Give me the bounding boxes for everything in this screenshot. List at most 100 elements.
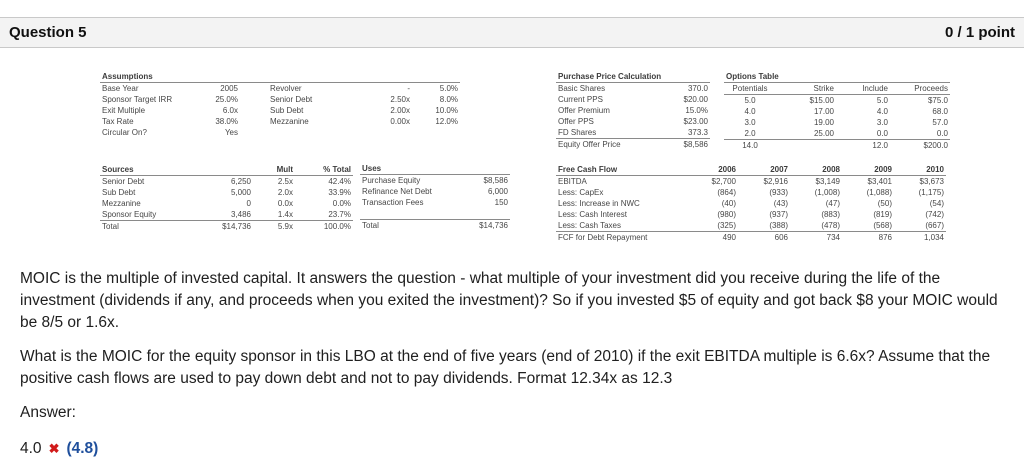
table-cell: 12.0% bbox=[435, 117, 458, 126]
table-row: Senior Debt 6,250 2.5x 42.4% bbox=[100, 176, 353, 188]
table-cell: 876 bbox=[842, 231, 894, 243]
table-row: Sponsor Equity 3,486 1.4x 23.7% bbox=[100, 209, 353, 221]
options-table: Options Table Potentials Strike Include Pro… bbox=[724, 72, 950, 151]
table-cell: 0.0x bbox=[277, 199, 293, 208]
table-cell: Senior Debt bbox=[102, 177, 145, 186]
table-row: FCF for Debt Repayment 490 606 734 876 1,034 bbox=[556, 231, 946, 243]
table-cell: $3,149 bbox=[815, 177, 840, 186]
table-cell: 57.0 bbox=[932, 118, 948, 127]
table-cell: 2007 bbox=[738, 164, 790, 176]
table-cell: 6.0x bbox=[222, 106, 238, 115]
table-row: 14.0 12.0 $200.0 bbox=[724, 139, 950, 151]
table-row: Less: CapEx (864) (933) (1,008) (1,088) (1,17… bbox=[556, 187, 946, 198]
uses-title: Uses bbox=[360, 164, 510, 175]
question-body: MOIC is the multiple of invested capital… bbox=[20, 268, 1008, 460]
table-cell: $2,700 bbox=[711, 177, 736, 186]
question-paragraph-moic-definition: MOIC is the multiple of invested capital… bbox=[20, 270, 998, 331]
table-row: Offer PPS $23.00 bbox=[556, 116, 710, 127]
table-cell: 5.0% bbox=[439, 84, 458, 93]
table-cell: $8,586 bbox=[662, 138, 710, 150]
table-cell: 734 bbox=[790, 231, 842, 243]
table-cell bbox=[412, 127, 460, 138]
table-cell: $8,586 bbox=[483, 176, 508, 185]
table-cell: 1.4x bbox=[277, 210, 293, 219]
table-cell: 0 bbox=[246, 199, 251, 208]
table-row: Circular On? Yes bbox=[100, 127, 460, 138]
table-cell: Less: Cash Taxes bbox=[558, 221, 621, 230]
question-paragraph-prompt: What is the MOIC for the equity sponsor … bbox=[20, 348, 991, 387]
table-cell bbox=[455, 208, 510, 219]
table-cell: Proceeds bbox=[890, 83, 950, 95]
table-row: Free Cash Flow 2006 2007 2008 2009 2010 bbox=[556, 164, 946, 176]
table-cell: 370.0 bbox=[687, 84, 708, 93]
table-cell: Refinance Net Debt bbox=[362, 187, 432, 196]
table-cell: Yes bbox=[224, 128, 238, 137]
table-cell: 8.0% bbox=[439, 95, 458, 104]
table-cell: 2005 bbox=[220, 84, 238, 93]
table-row: Sponsor Target IRR 25.0% Senior Debt 2.50x 8… bbox=[100, 94, 460, 105]
table-row: FD Shares 373.3 bbox=[556, 127, 710, 139]
table-cell: 3.0 bbox=[876, 118, 888, 127]
table-cell: (1,088) bbox=[866, 188, 892, 197]
table-cell: $3,401 bbox=[867, 177, 892, 186]
table-row: Exit Multiple 6.0x Sub Debt 2.00x 10.0% bbox=[100, 105, 460, 116]
table-cell: Total bbox=[360, 218, 455, 231]
table-cell: (568) bbox=[873, 221, 892, 230]
points-indicator: 0 / 1 point bbox=[944, 24, 1015, 41]
table-cell bbox=[364, 127, 412, 138]
table-cell: (478) bbox=[821, 221, 840, 230]
table-row: 3.0 19.00 3.0 57.0 bbox=[724, 117, 950, 128]
table-row: 5.0 $15.00 5.0 $75.0 bbox=[724, 95, 950, 107]
purchase-price-title: Purchase Price Calculation bbox=[556, 72, 710, 83]
sources-grid: Sources Mult% Total Senior Debt 6,250 2.5x 42… bbox=[100, 164, 353, 232]
table-cell: (980) bbox=[717, 210, 736, 219]
table-cell: 68.0 bbox=[932, 107, 948, 116]
table-cell: Sources bbox=[100, 164, 195, 176]
table-cell: Less: Cash Interest bbox=[558, 210, 627, 219]
table-cell: 490 bbox=[686, 231, 738, 243]
table-row: Less: Cash Taxes (325) (388) (478) (568) (667… bbox=[556, 220, 946, 232]
table-cell: 0.0% bbox=[332, 199, 351, 208]
table-cell: Transaction Fees bbox=[362, 198, 424, 207]
table-cell: Equity Offer Price bbox=[556, 138, 662, 150]
table-cell: (819) bbox=[873, 210, 892, 219]
table-cell: Mezzanine bbox=[102, 199, 141, 208]
purchase-price-table: Purchase Price Calculation Basic Shares 3… bbox=[556, 72, 710, 150]
table-cell: Sponsor Target IRR bbox=[102, 95, 173, 104]
table-cell: $14,736 bbox=[455, 218, 510, 231]
table-cell: EBITDA bbox=[558, 177, 587, 186]
table-cell: 10.0% bbox=[435, 106, 458, 115]
table-cell: Sub Debt bbox=[102, 188, 136, 197]
table-cell: Offer Premium bbox=[558, 106, 610, 115]
question-title: Question 5 bbox=[9, 24, 87, 41]
table-cell: Less: Increase in NWC bbox=[558, 199, 640, 208]
table-cell: (43) bbox=[773, 199, 788, 208]
table-cell: 2008 bbox=[790, 164, 842, 176]
table-cell: $23.00 bbox=[683, 117, 708, 126]
table-cell: 4.0 bbox=[744, 107, 756, 116]
table-row: 2.0 25.00 0.0 0.0 bbox=[724, 128, 950, 140]
table-row: Less: Increase in NWC (40) (43) (47) (50) (54… bbox=[556, 198, 946, 209]
table-cell: Sponsor Equity bbox=[102, 210, 157, 219]
table-cell: 17.00 bbox=[813, 107, 834, 116]
table-cell: 606 bbox=[738, 231, 790, 243]
table-row: Less: Cash Interest (980) (937) (883) (819) (… bbox=[556, 209, 946, 220]
table-cell bbox=[776, 139, 836, 151]
table-cell: 2.5x bbox=[277, 177, 293, 186]
table-cell: Mult bbox=[253, 164, 295, 176]
options-title: Options Table bbox=[724, 72, 950, 83]
question-header-bar: Question 5 0 / 1 point bbox=[0, 17, 1024, 48]
user-answer-value: 4.0 bbox=[20, 440, 42, 457]
table-cell: 0.00x bbox=[390, 117, 410, 126]
table-cell: $200.0 bbox=[890, 139, 950, 151]
table-row: EBITDA $2,700 $2,916 $3,149 $3,401 $3,673 bbox=[556, 176, 946, 188]
table-cell: (864) bbox=[717, 188, 736, 197]
uses-grid: Purchase Equity $8,586 Refinance Net Debt 6… bbox=[360, 175, 510, 231]
incorrect-x-icon: ✖ bbox=[48, 441, 60, 456]
answer-label: Answer: bbox=[20, 404, 76, 421]
table-cell: $2,916 bbox=[763, 177, 788, 186]
table-cell: $75.0 bbox=[927, 96, 948, 105]
table-cell: - bbox=[407, 84, 410, 93]
answer-result-row: 4.0 ✖ (4.8) bbox=[20, 438, 1008, 460]
assumptions-table: Assumptions Base Year 2005 Revolver -5.0% Sp… bbox=[100, 72, 460, 138]
